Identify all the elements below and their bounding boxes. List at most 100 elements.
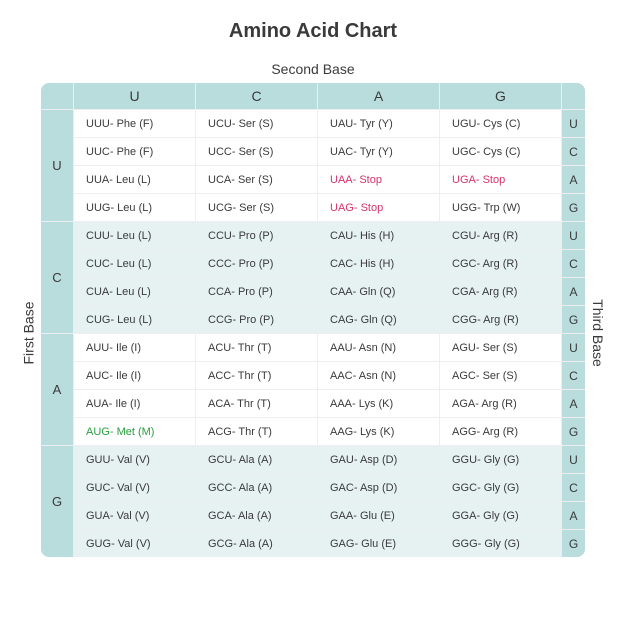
codon-cell: GUG - Val (V) xyxy=(73,529,195,557)
amino-acid: - Gln (Q) xyxy=(353,286,396,298)
amino-acid: - Arg (R) xyxy=(475,398,517,410)
codon-cell: CUA - Leu (L) xyxy=(73,277,195,305)
codon-cell: CCU - Pro (P) xyxy=(195,221,317,249)
codon: UCU xyxy=(208,118,232,130)
codon-cell: UGG - Trp (W) xyxy=(439,193,561,221)
amino-acid: - Leu (L) xyxy=(110,258,152,270)
chart-title: Amino Acid Chart xyxy=(229,20,397,43)
codon: GGU xyxy=(452,454,477,466)
codon-cell: UCC - Ser (S) xyxy=(195,137,317,165)
amino-acid: - Thr (T) xyxy=(231,342,271,354)
codon-cell: GCU - Ala (A) xyxy=(195,445,317,473)
codon-cell: UUC - Phe (F) xyxy=(73,137,195,165)
codon: AAA xyxy=(330,398,352,410)
col-header-A: A xyxy=(317,83,439,109)
amino-acid: - His (H) xyxy=(353,258,394,270)
codon-cell: GUU - Val (V) xyxy=(73,445,195,473)
first-base-header-U: U xyxy=(41,109,73,221)
codon-cell: CGG - Arg (R) xyxy=(439,305,561,333)
codon: GAU xyxy=(330,454,354,466)
codon: CAA xyxy=(330,286,353,298)
codon: UGU xyxy=(452,118,476,130)
codon: GAG xyxy=(330,538,354,550)
codon-cell: AGA - Arg (R) xyxy=(439,389,561,417)
amino-acid: - Trp (W) xyxy=(477,202,520,214)
amino-acid: - Ala (A) xyxy=(232,482,272,494)
codon-table: First Base Third Base UCAGUCAGUUU - Phe … xyxy=(15,83,611,557)
codon: ACA xyxy=(208,398,231,410)
third-base-header: A xyxy=(561,389,585,417)
amino-acid: - Ile (I) xyxy=(109,398,141,410)
corner-tr xyxy=(561,83,585,109)
codon: UCG xyxy=(208,202,232,214)
codon: GGA xyxy=(452,510,476,522)
amino-acid: - Lys (K) xyxy=(353,426,394,438)
amino-acid: - Arg (R) xyxy=(476,230,518,242)
codon: GCC xyxy=(208,482,232,494)
amino-acid: - Phe (F) xyxy=(110,118,153,130)
third-base-header: G xyxy=(561,529,585,557)
amino-acid: - Asp (D) xyxy=(354,454,397,466)
amino-acid: - Leu (L) xyxy=(110,314,152,326)
third-base-header: U xyxy=(561,333,585,361)
first-base-header-C: C xyxy=(41,221,73,333)
codon: CGG xyxy=(452,314,477,326)
amino-acid: - Thr (T) xyxy=(232,426,272,438)
amino-acid: - Stop xyxy=(476,174,505,186)
codon: GCU xyxy=(208,454,232,466)
col-header-C: C xyxy=(195,83,317,109)
amino-acid: - Val (V) xyxy=(110,510,150,522)
codon-cell: UGC - Cys (C) xyxy=(439,137,561,165)
codon-cell: ACU - Thr (T) xyxy=(195,333,317,361)
codon-cell: ACG - Thr (T) xyxy=(195,417,317,445)
codon: CGA xyxy=(452,286,476,298)
codon-cell: GUA - Val (V) xyxy=(73,501,195,529)
codon: UUG xyxy=(86,202,110,214)
amino-acid: - Asp (D) xyxy=(354,482,397,494)
amino-acid: - Gly (G) xyxy=(478,538,520,550)
codon: GAA xyxy=(330,510,353,522)
amino-acid: - Ala (A) xyxy=(233,538,273,550)
codon-cell: GGC - Gly (G) xyxy=(439,473,561,501)
amino-acid: - Val (V) xyxy=(111,538,151,550)
amino-acid: - Met (M) xyxy=(110,426,155,438)
amino-acid: - Val (V) xyxy=(110,482,150,494)
amino-acid: - Arg (R) xyxy=(477,314,519,326)
codon: UGC xyxy=(452,146,476,158)
col-header-G: G xyxy=(439,83,561,109)
codon: UGG xyxy=(452,202,477,214)
codon-cell: GUC - Val (V) xyxy=(73,473,195,501)
amino-acid: - Glu (E) xyxy=(353,510,395,522)
codon: UUC xyxy=(86,146,110,158)
codon: GGC xyxy=(452,482,477,494)
amino-acid: - Pro (P) xyxy=(232,314,274,326)
codon: CAC xyxy=(330,258,353,270)
codon-cell: GAG - Glu (E) xyxy=(317,529,439,557)
codon-cell: AAC - Asn (N) xyxy=(317,361,439,389)
amino-acid: - Ile (I) xyxy=(109,370,141,382)
amino-acid: - Thr (T) xyxy=(231,370,271,382)
codon-cell: AUU - Ile (I) xyxy=(73,333,195,361)
amino-acid: - Lys (K) xyxy=(352,398,393,410)
codon: CUG xyxy=(86,314,110,326)
codon-cell: UCU - Ser (S) xyxy=(195,109,317,137)
amino-acid: - Ser (S) xyxy=(476,342,518,354)
codon: CGU xyxy=(452,230,476,242)
codon: GCA xyxy=(208,510,232,522)
codon-cell: UGA - Stop xyxy=(439,165,561,193)
amino-acid: - Leu (L) xyxy=(110,202,152,214)
codon: CUU xyxy=(86,230,110,242)
codon: AAG xyxy=(330,426,353,438)
codon-cell: UAC - Tyr (Y) xyxy=(317,137,439,165)
codon-cell: CUC - Leu (L) xyxy=(73,249,195,277)
codon: ACC xyxy=(208,370,231,382)
amino-acid: - Ala (A) xyxy=(232,510,272,522)
codon-cell: GAA - Glu (E) xyxy=(317,501,439,529)
codon: ACG xyxy=(208,426,232,438)
third-base-header: A xyxy=(561,165,585,193)
codon: AUC xyxy=(86,370,109,382)
codon: AGA xyxy=(452,398,475,410)
amino-acid: - Ser (S) xyxy=(232,146,274,158)
amino-acid: - Arg (R) xyxy=(476,258,518,270)
third-base-label: Third Base xyxy=(585,109,611,557)
